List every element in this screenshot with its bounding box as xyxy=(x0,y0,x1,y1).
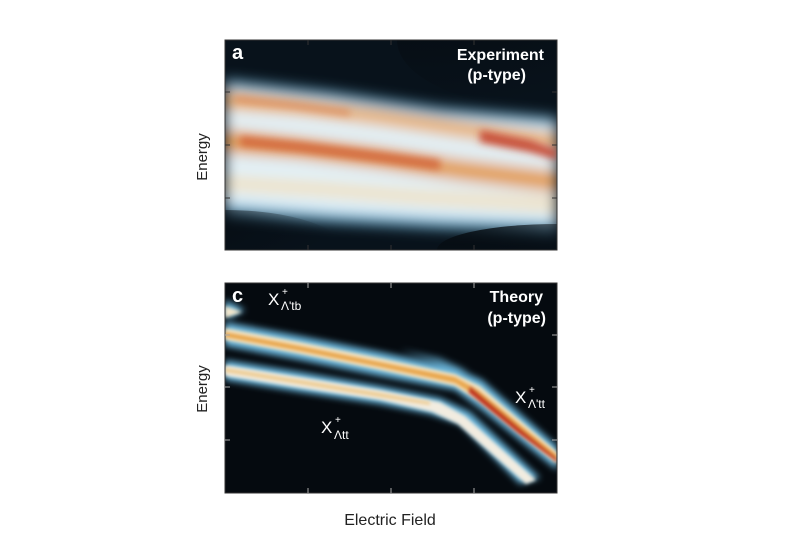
panel-c-ylabel: Energy xyxy=(194,365,211,413)
panel-a-title-line1: Experiment xyxy=(457,47,545,64)
label-x-lambda-prime-tt: X + Λ'tt xyxy=(515,385,546,411)
panel-c-letter: c xyxy=(232,285,243,307)
panel-a-ticks xyxy=(225,40,557,250)
x-axis-label: Electric Field xyxy=(344,512,436,529)
panel-a-letter: a xyxy=(232,42,244,64)
label-x-lambda-prime-tb: X + Λ'tb xyxy=(268,287,302,313)
panel-c-heatmap xyxy=(225,283,557,493)
label-x-lambda-prime-tt-base: X xyxy=(515,388,526,407)
panel-c-title-line2: (p-type) xyxy=(487,310,546,327)
label-x-lambda-tt-sup: + xyxy=(335,415,341,426)
label-x-lambda-prime-tb-sup: + xyxy=(282,287,288,298)
label-x-lambda-tt-base: X xyxy=(321,418,332,437)
label-x-lambda-tt-sub: Λtt xyxy=(334,428,349,442)
label-x-lambda-prime-tb-base: X xyxy=(268,290,279,309)
panel-a: a Experiment (p-type) Energy xyxy=(194,39,558,251)
panel-a-heatmap xyxy=(225,40,557,250)
label-x-lambda-tt: X + Λtt xyxy=(321,415,349,442)
label-x-lambda-prime-tt-sup: + xyxy=(529,385,535,396)
label-x-lambda-prime-tt-sub: Λ'tt xyxy=(528,397,546,411)
label-x-lambda-prime-tb-sub: Λ'tb xyxy=(281,299,302,313)
panel-c: c Theory (p-type) X + Λ'tb X + Λtt X + Λ… xyxy=(194,282,558,494)
panel-c-title-line1: Theory xyxy=(490,289,543,306)
panel-a-title-line2: (p-type) xyxy=(467,67,526,84)
panel-c-ticks xyxy=(225,283,557,493)
panel-a-ylabel: Energy xyxy=(194,133,211,181)
